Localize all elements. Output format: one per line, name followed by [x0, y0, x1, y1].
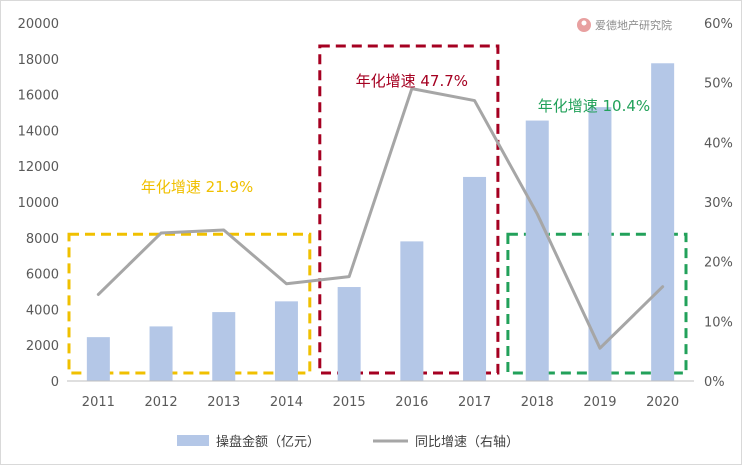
x-tick-label-2018: 2018: [521, 395, 554, 410]
y-left-tick-label: 18000: [18, 53, 59, 68]
legend-bar-swatch: [177, 435, 209, 446]
bar-2011: [86, 337, 110, 381]
x-tick-label-2016: 2016: [395, 395, 428, 410]
x-tick-label-2014: 2014: [270, 395, 303, 410]
bar-2012: [149, 326, 173, 381]
legend-bar-label: 操盘金额（亿元）: [216, 434, 320, 450]
legend-line-label: 同比增速（右轴）: [415, 435, 519, 450]
bar-series: [86, 63, 675, 382]
watermark-text: 爱德地产研究院: [595, 18, 672, 32]
growth-point-2020: [662, 286, 664, 288]
growth-point-2019: [599, 347, 601, 349]
growth-point-2018: [536, 213, 538, 215]
y-left-tick-label: 12000: [18, 160, 59, 175]
y-left-tick-label: 16000: [18, 89, 59, 104]
growth-point-2017: [474, 100, 476, 102]
bar-2019: [588, 107, 612, 381]
y-right-tick-label: 50%: [704, 77, 733, 92]
watermark-logo-dot: [581, 20, 587, 26]
growth-point-2014: [285, 283, 287, 285]
y-left-tick-label: 0: [51, 375, 59, 390]
annotation-label-3: 年化增速 10.4%: [538, 97, 650, 115]
y-left-tick-label: 4000: [26, 303, 59, 318]
bar-2017: [463, 176, 487, 381]
x-tick-label-2015: 2015: [333, 395, 366, 410]
y-right-tick-label: 0%: [704, 375, 725, 390]
growth-point-2013: [223, 229, 225, 231]
bar-2013: [212, 312, 236, 381]
y-left-axis: 0 2000 4000 6000 8000 10000 12000 14000 16000 180…: [18, 17, 59, 390]
bar-2018: [525, 120, 549, 382]
annotation-labels: 年化增速 21.9% 年化增速 47.7% 年化增速 10.4%: [141, 72, 650, 196]
y-left-tick-label: 20000: [18, 17, 59, 32]
watermark: 爱德地产研究院: [577, 18, 672, 32]
annotation-label-1: 年化增速 21.9%: [141, 178, 253, 196]
bar-2015: [337, 287, 361, 381]
annotation-box-1: [67, 232, 312, 375]
y-left-tick-label: 8000: [26, 232, 59, 247]
y-left-tick-label: 14000: [18, 124, 59, 139]
growth-point-2015: [348, 276, 350, 278]
y-left-tick-label: 10000: [18, 196, 59, 211]
y-right-tick-label: 60%: [704, 17, 733, 32]
x-tick-label-2020: 2020: [646, 395, 679, 410]
growth-point-2016: [411, 88, 413, 90]
legend: 操盘金额（亿元） 同比增速（右轴）: [177, 434, 519, 450]
growth-point-2011: [97, 293, 99, 295]
y-right-tick-label: 30%: [704, 196, 733, 211]
bar-2016: [400, 241, 424, 381]
y-right-tick-label: 40%: [704, 136, 733, 151]
x-tick-label-2012: 2012: [145, 395, 178, 410]
x-tick-label-2011: 2011: [82, 395, 115, 410]
x-tick-label-2017: 2017: [458, 395, 491, 410]
y-right-axis: 0% 10% 20% 30% 40% 50% 60%: [704, 17, 733, 390]
x-tick-label-2013: 2013: [207, 395, 240, 410]
annotation-label-2: 年化增速 47.7%: [356, 72, 468, 90]
bar-2020: [651, 63, 675, 382]
y-left-tick-label: 2000: [26, 339, 59, 354]
x-tick-label-2019: 2019: [583, 395, 616, 410]
x-axis: 2011 2012 2013 2014 2015 2016 2017 2018 2019 2020: [82, 395, 679, 410]
bar-2014: [274, 301, 298, 381]
growth-line: [96, 87, 665, 350]
y-right-tick-label: 10%: [704, 315, 733, 330]
line-series: [96, 87, 665, 350]
y-right-tick-label: 20%: [704, 256, 733, 271]
growth-point-2012: [160, 232, 162, 234]
y-left-tick-label: 6000: [26, 268, 59, 283]
